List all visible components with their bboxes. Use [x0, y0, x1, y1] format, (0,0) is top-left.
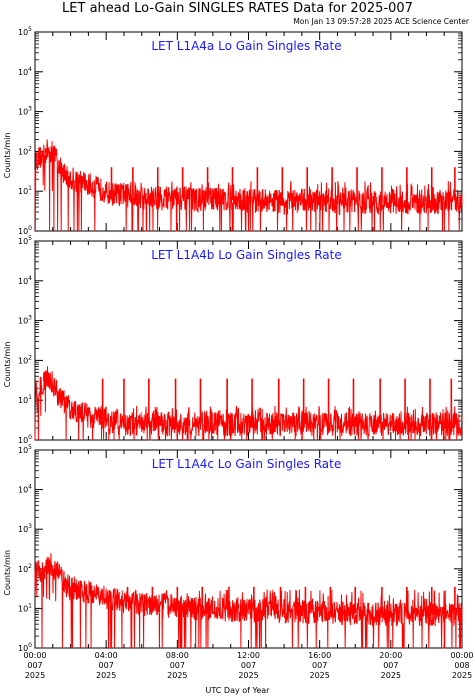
- chart-panel-1: 100 101 102 103 104 105 Counts/min LET L1A4a Lo…: [3, 26, 463, 236]
- panel-title: LET L1A4a Lo Gain Singles Rate: [151, 39, 341, 53]
- chart-panel-3: 100 101 102 103 104 105 Counts/min LET L1A4c Lo…: [3, 444, 463, 653]
- series-line: [34, 553, 463, 649]
- x-tick-label: 2025: [25, 671, 45, 680]
- series-line: [34, 139, 463, 232]
- x-tick-label: 008: [454, 661, 469, 670]
- y-tick-label: 104: [18, 66, 32, 77]
- x-tick-label: 20:00: [379, 651, 402, 660]
- x-tick-label: 12:00: [237, 651, 260, 660]
- x-axis-label: UTC Day of Year: [205, 686, 270, 695]
- x-tick-label: 007: [27, 661, 42, 670]
- series-line: [34, 366, 463, 441]
- x-tick-label: 007: [170, 661, 185, 670]
- panel-title: LET L1A4c Lo Gain Singles Rate: [152, 457, 342, 471]
- chart-panel-2: 100 101 102 103 104 105 Counts/min LET L1A4b Lo…: [3, 235, 463, 445]
- y-tick-label: 103: [18, 523, 32, 534]
- x-tick-label: 007: [99, 661, 114, 670]
- x-tick-label: 007: [383, 661, 398, 670]
- timestamp: Mon Jan 13 09:57:28 2025 ACE Science Cen…: [293, 17, 469, 26]
- y-tick-label: 101: [18, 185, 32, 196]
- y-tick-label: 100: [18, 642, 32, 653]
- y-tick-label: 100: [18, 434, 32, 445]
- x-tick-label: 04:00: [95, 651, 118, 660]
- x-tick-label: 007: [312, 661, 327, 670]
- y-tick-label: 100: [18, 225, 32, 236]
- x-tick-label: 007: [241, 661, 256, 670]
- y-tick-label: 104: [18, 275, 32, 286]
- y-axis-label: Counts/min: [3, 133, 12, 179]
- x-tick-label: 2025: [238, 671, 258, 680]
- x-tick-label: 16:00: [308, 651, 331, 660]
- y-tick-label: 104: [18, 484, 32, 495]
- y-tick-label: 105: [18, 26, 32, 37]
- y-tick-label: 105: [18, 444, 32, 455]
- x-tick-label: 00:00: [23, 651, 46, 660]
- y-tick-label: 101: [18, 602, 32, 613]
- y-axis-label: Counts/min: [3, 342, 12, 388]
- y-tick-label: 105: [18, 235, 32, 246]
- y-axis-label: Counts/min: [3, 550, 12, 596]
- y-tick-label: 103: [18, 315, 32, 326]
- y-tick-label: 103: [18, 106, 32, 117]
- x-tick-label: 2025: [452, 671, 472, 680]
- panel-title: LET L1A4b Lo Gain Singles Rate: [151, 248, 342, 262]
- y-tick-label: 101: [18, 394, 32, 405]
- page-title: LET ahead Lo-Gain SINGLES RATES Data for…: [62, 1, 413, 16]
- x-tick-label: 08:00: [166, 651, 189, 660]
- y-tick-label: 102: [18, 354, 32, 365]
- x-tick-label: 2025: [381, 671, 401, 680]
- y-tick-label: 102: [18, 563, 32, 574]
- x-tick-label: 00:00: [450, 651, 473, 660]
- x-tick-label: 2025: [309, 671, 329, 680]
- x-tick-label: 2025: [167, 671, 187, 680]
- x-tick-label: 2025: [96, 671, 116, 680]
- y-tick-label: 102: [18, 145, 32, 156]
